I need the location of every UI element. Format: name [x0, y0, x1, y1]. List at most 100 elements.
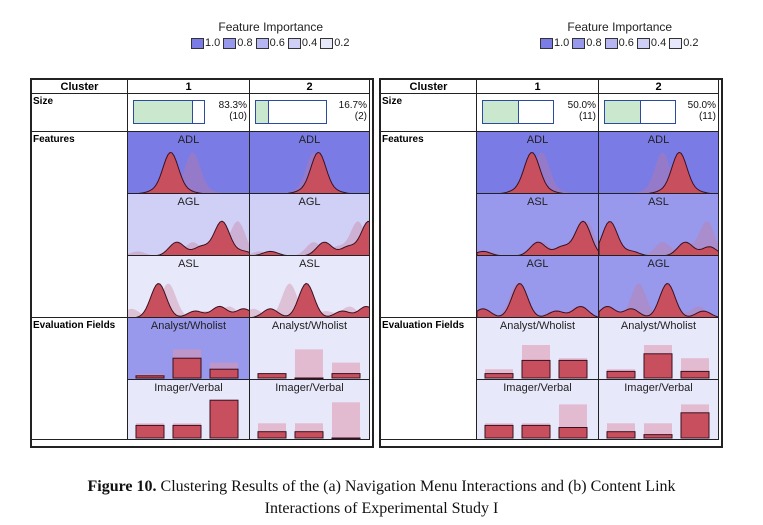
- cluster-density-curve: [251, 282, 369, 317]
- legend-label: 0.8: [586, 37, 602, 49]
- legend-label: 1.0: [554, 37, 570, 49]
- legend-title: Feature Importance: [567, 20, 673, 34]
- size-percent: 83.3%: [218, 100, 247, 111]
- cluster-density-curve: [286, 151, 351, 193]
- feature-cell-agl: AGL: [128, 194, 250, 256]
- cluster-bar: [680, 412, 710, 439]
- cluster-bar: [294, 377, 324, 379]
- size-bar: [255, 100, 327, 124]
- eval-bar-chart: [606, 404, 710, 439]
- size-bar-fill: [134, 101, 194, 123]
- cluster-panel-b: Cluster 1 2 Size Features Evaluation Fields 50…: [379, 78, 723, 448]
- feature-density-plot: [634, 151, 712, 193]
- size-label: 83.3% (10): [219, 100, 247, 122]
- eval-field-name: Imager/Verbal: [275, 382, 344, 394]
- cluster-bar: [558, 427, 588, 439]
- legend-title: Feature Importance: [218, 20, 324, 34]
- size-percent: 16.7%: [338, 100, 367, 111]
- legend-label: 0.4: [301, 37, 318, 49]
- feature-cell-adl: ADL: [128, 132, 250, 194]
- legend-label: 0.6: [618, 37, 634, 49]
- feature-cell-adl: ADL: [599, 132, 719, 194]
- size-bar-fill: [605, 101, 641, 123]
- legend-items: 1.0 0.8 0.6 0.4 0.2: [191, 37, 350, 49]
- legend-label: 1.0: [205, 37, 221, 49]
- feature-name: ADL: [177, 134, 200, 146]
- eval-cell: Imager/Verbal: [599, 380, 719, 440]
- eval-bar-chart: [606, 345, 710, 379]
- cluster-density-curve: [647, 151, 712, 193]
- legend-swatch: [287, 37, 301, 49]
- feature-name: ADL: [298, 134, 321, 146]
- legend-item: 0.6: [255, 37, 285, 49]
- cluster-bar: [484, 424, 514, 439]
- feature-density-plot: [599, 221, 718, 255]
- legend-label: 0.4: [650, 37, 667, 49]
- legend-swatch: [320, 37, 334, 49]
- feature-density-plot: [128, 283, 249, 317]
- feature-name: AGL: [526, 258, 549, 270]
- size-label: 50.0% (11): [568, 100, 596, 122]
- figure-caption: Figure 10. Clustering Results of the (a)…: [0, 476, 763, 520]
- legend-left: Feature Importance 1.0 0.8 0.6 0.4 0.2: [191, 20, 350, 49]
- overall-density-curve: [599, 283, 716, 317]
- eval-field-name: Analyst/Wholist: [499, 320, 576, 332]
- overall-density-curve: [634, 152, 691, 193]
- cluster-bar: [172, 424, 202, 439]
- size-count: (10): [229, 111, 247, 122]
- cluster-bar: [257, 431, 287, 439]
- eval-field-name: Imager/Verbal: [624, 382, 693, 394]
- eval-cell: Analyst/Wholist: [128, 318, 250, 380]
- cluster-density-curve: [599, 282, 718, 317]
- legend-swatch: [223, 37, 237, 49]
- size-cell: 16.7% (2): [250, 94, 370, 132]
- header-cluster: Cluster: [381, 80, 477, 94]
- legend-swatch: [669, 37, 683, 49]
- cluster-bar: [643, 353, 673, 379]
- feature-density-plot: [599, 282, 718, 317]
- feature-name: ASL: [178, 258, 199, 270]
- size-label: 50.0% (11): [688, 100, 716, 122]
- eval-field-name: Imager/Verbal: [503, 382, 572, 394]
- legend-item: 0.4: [287, 37, 318, 49]
- size-label: 16.7% (2): [339, 100, 367, 122]
- row-label-size: Size: [381, 94, 477, 132]
- cluster-bar: [484, 373, 514, 379]
- cluster-density-curve: [499, 152, 565, 193]
- eval-field-name: Imager/Verbal: [154, 382, 223, 394]
- overall-bar: [332, 402, 360, 438]
- cluster-bar: [606, 431, 636, 439]
- size-bar: [604, 100, 676, 124]
- caption-line2: Interactions of Experimental Study I: [264, 500, 499, 517]
- cluster-density-curve: [135, 283, 249, 317]
- cluster-bar: [643, 434, 673, 439]
- legend-item: 0.4: [636, 37, 667, 49]
- feature-name: ADL: [647, 134, 670, 146]
- legend-item: 1.0: [540, 37, 569, 49]
- legend-swatch: [191, 37, 204, 49]
- overall-bar: [295, 349, 323, 378]
- eval-field-name: Analyst/Wholist: [271, 320, 348, 332]
- size-cell: 50.0% (11): [477, 94, 599, 132]
- eval-field-name: Analyst/Wholist: [620, 320, 697, 332]
- cluster-density-curve: [477, 283, 598, 317]
- feature-cell-asl: ASL: [128, 256, 250, 318]
- size-bar: [133, 100, 205, 124]
- size-bar-fill: [483, 101, 519, 123]
- cluster-bar: [606, 370, 636, 379]
- feature-cell-adl: ADL: [250, 132, 370, 194]
- overall-density-curve: [164, 152, 222, 193]
- row-label-features: Features: [381, 132, 477, 318]
- size-count: (11): [698, 111, 716, 122]
- eval-cell: Analyst/Wholist: [477, 318, 599, 380]
- feature-name: ASL: [527, 196, 548, 208]
- header-cluster-1: 1: [477, 80, 599, 94]
- legend-swatch: [604, 37, 618, 49]
- legend-item: 0.2: [320, 37, 349, 49]
- cluster-bar: [521, 424, 551, 439]
- size-bar-fill: [256, 101, 269, 123]
- size-percent: 50.0%: [687, 100, 716, 111]
- eval-bar-chart: [484, 404, 588, 439]
- header-cluster: Cluster: [32, 80, 128, 94]
- size-cell: 50.0% (11): [599, 94, 719, 132]
